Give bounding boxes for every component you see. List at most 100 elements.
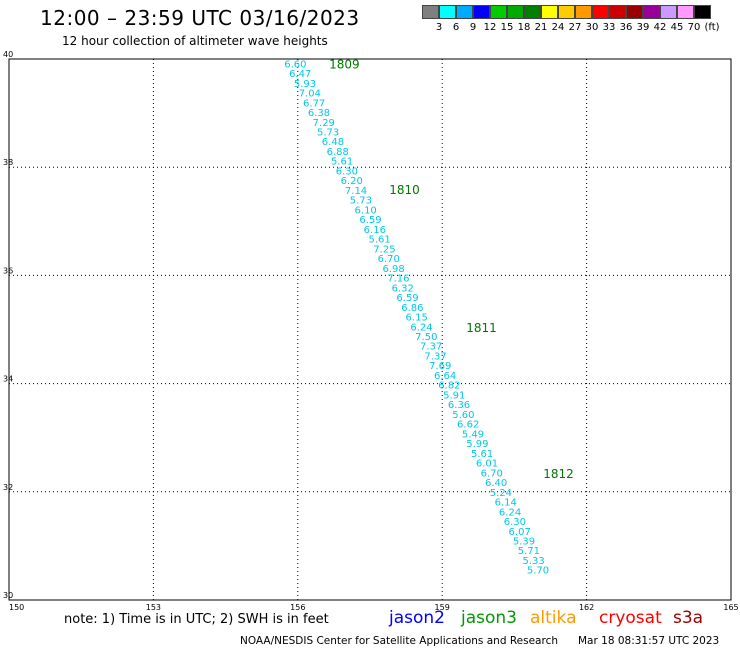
legend-label: 3	[435, 22, 443, 33]
legend-swatch	[660, 5, 677, 19]
legend-label: 45	[670, 22, 684, 33]
wave-height-point: 6.82	[438, 381, 460, 392]
wave-height-point: 6.16	[364, 225, 386, 236]
wave-height-point: 5.73	[350, 196, 372, 207]
wave-height-point: 6.30	[336, 166, 358, 177]
x-tick-label: 150	[9, 603, 24, 612]
legend-label: 24	[551, 22, 565, 33]
legend-swatch	[558, 5, 575, 19]
legend-swatch	[439, 5, 456, 19]
y-tick-label: 36	[3, 266, 13, 275]
legend-swatch	[609, 5, 626, 19]
wave-height-point: 7.69	[429, 361, 451, 372]
x-tick-label: 162	[579, 603, 594, 612]
wave-height-point: 5.93	[294, 79, 316, 90]
legend-swatch	[643, 5, 660, 19]
wave-height-point: 7.04	[299, 89, 321, 100]
legend-swatch	[677, 5, 694, 19]
x-tick-label: 156	[290, 603, 305, 612]
legend-swatch	[524, 5, 541, 19]
wave-height-point: 6.10	[355, 205, 377, 216]
legend-swatch	[422, 5, 439, 19]
wave-height-point: 7.29	[313, 118, 335, 129]
wave-height-point: 6.77	[303, 98, 325, 109]
legend-swatch	[592, 5, 609, 19]
time-annotation: 1809	[329, 57, 360, 71]
wave-height-point: 6.07	[509, 527, 531, 538]
wave-height-point: 6.30	[504, 517, 526, 528]
wave-height-point: 5.61	[471, 449, 493, 460]
wave-height-point: 6.88	[327, 147, 349, 158]
footer-note: note: 1) Time is in UTC; 2) SWH is in fe…	[64, 612, 329, 627]
wave-height-point: 7.37	[420, 342, 442, 353]
wave-height-point: 6.47	[289, 69, 311, 80]
wave-height-point: 6.15	[406, 313, 428, 324]
wave-height-point: 6.32	[392, 283, 414, 294]
wave-height-point: 5.49	[462, 429, 484, 440]
wave-height-point: 6.64	[434, 371, 456, 382]
credit-text: NOAA/NESDIS Center for Satellite Applica…	[240, 635, 558, 647]
legend-swatch	[473, 5, 490, 19]
y-tick-label: 30	[3, 591, 13, 600]
legend-label: 27	[568, 22, 582, 33]
wave-height-point: 5.33	[523, 556, 545, 567]
wave-height-point: 6.38	[308, 108, 330, 119]
legend-swatch	[694, 5, 711, 19]
legend-label: 6	[452, 22, 460, 33]
wave-height-point: 7.16	[387, 274, 409, 285]
wave-height-point: 6.01	[476, 459, 498, 470]
time-annotation: 1811	[466, 321, 497, 335]
legend-label: 18	[517, 22, 531, 33]
satellite-cryosat: cryosat	[599, 608, 662, 628]
y-tick-label: 32	[3, 483, 13, 492]
legend-label: 21	[534, 22, 548, 33]
legend-unit: (ft)	[704, 22, 720, 33]
legend-label: 39	[636, 22, 650, 33]
legend-swatch	[507, 5, 524, 19]
legend-label: 9	[469, 22, 477, 33]
satellite-s3a: s3a	[673, 608, 704, 628]
wave-height-point: 5.24	[490, 488, 512, 499]
wave-height-point: 7.25	[373, 244, 395, 255]
x-tick-label: 165	[723, 603, 738, 612]
wave-height-point: 5.73	[317, 127, 339, 138]
legend-label: 70	[687, 22, 701, 33]
wave-height-point: 6.20	[341, 176, 363, 187]
wave-height-point: 6.24	[499, 507, 521, 518]
legend-label: 42	[653, 22, 667, 33]
x-tick-label: 159	[435, 603, 450, 612]
wave-height-point: 5.61	[331, 157, 353, 168]
legend-swatch	[541, 5, 558, 19]
wave-height-point: 7.50	[415, 332, 437, 343]
legend-swatch	[626, 5, 643, 19]
wave-height-point: 5.70	[527, 566, 549, 577]
legend-label: 33	[602, 22, 616, 33]
wave-height-point: 5.99	[466, 439, 488, 450]
wave-height-point: 6.70	[481, 468, 503, 479]
satellite-altika: altika	[530, 608, 577, 628]
wave-height-point: 7.37	[424, 351, 446, 362]
wave-height-point: 5.61	[368, 235, 390, 246]
generated-timestamp: Mar 18 08:31:57 UTC 2023	[578, 635, 720, 647]
legend-label: 36	[619, 22, 633, 33]
legend-label: 12	[483, 22, 497, 33]
wave-height-point: 5.71	[518, 546, 540, 557]
wave-height-point: 6.59	[359, 215, 381, 226]
y-tick-label: 38	[3, 158, 13, 167]
chart-title: 12:00 – 23:59 UTC 03/16/2023	[40, 6, 360, 30]
wave-height-point: 6.86	[401, 303, 423, 314]
y-tick-label: 40	[3, 50, 13, 59]
legend-label: 30	[585, 22, 599, 33]
satellite-jason3: jason3	[461, 608, 517, 628]
time-annotation: 1812	[543, 467, 574, 481]
wave-height-point: 5.91	[443, 390, 465, 401]
chart-subtitle: 12 hour collection of altimeter wave hei…	[62, 34, 328, 48]
wave-height-point: 6.70	[378, 254, 400, 265]
x-tick-label: 153	[146, 603, 161, 612]
legend-swatch	[490, 5, 507, 19]
time-annotation: 1810	[389, 183, 420, 197]
legend-label: 15	[500, 22, 514, 33]
y-tick-label: 34	[3, 375, 13, 384]
legend-swatch	[575, 5, 592, 19]
